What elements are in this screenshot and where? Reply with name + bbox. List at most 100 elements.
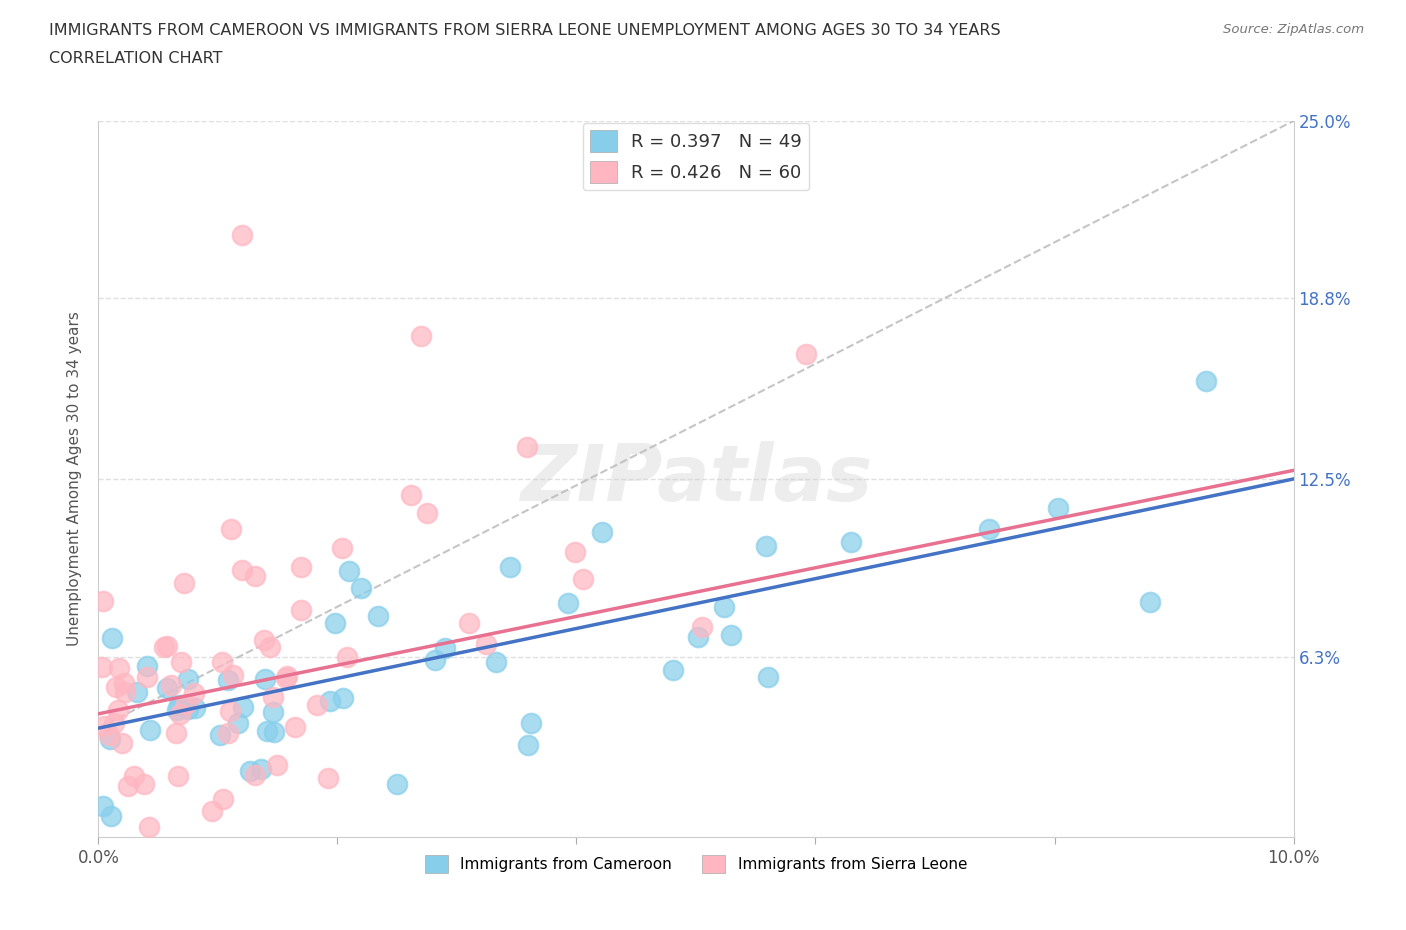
- Point: [217, 725, 239, 740]
- Point: [387, 777, 409, 791]
- Point: [219, 703, 242, 718]
- Text: ZIPatlas: ZIPatlas: [520, 441, 872, 517]
- Point: [592, 525, 614, 539]
- Point: [91, 659, 114, 674]
- Point: [254, 671, 277, 686]
- Point: [276, 671, 298, 685]
- Point: [173, 576, 195, 591]
- Point: [720, 628, 742, 643]
- Point: [177, 671, 200, 686]
- Point: [307, 698, 329, 712]
- Point: [170, 654, 193, 669]
- Point: [290, 603, 312, 618]
- Point: [153, 640, 176, 655]
- Point: [138, 819, 160, 834]
- Point: [416, 505, 439, 520]
- Point: [686, 630, 709, 644]
- Point: [276, 669, 298, 684]
- Text: IMMIGRANTS FROM CAMEROON VS IMMIGRANTS FROM SIERRA LEONE UNEMPLOYMENT AMONG AGES: IMMIGRANTS FROM CAMEROON VS IMMIGRANTS F…: [49, 23, 1001, 38]
- Point: [211, 655, 233, 670]
- Point: [290, 559, 312, 574]
- Point: [117, 778, 139, 793]
- Point: [93, 719, 115, 734]
- Text: CORRELATION CHART: CORRELATION CHART: [49, 51, 222, 66]
- Point: [262, 704, 284, 719]
- Point: [104, 680, 127, 695]
- Point: [135, 658, 157, 673]
- Point: [160, 678, 183, 693]
- Y-axis label: Unemployment Among Ages 30 to 34 years: Unemployment Among Ages 30 to 34 years: [67, 312, 83, 646]
- Point: [219, 521, 242, 536]
- Point: [841, 535, 863, 550]
- Point: [169, 706, 191, 721]
- Point: [485, 655, 508, 670]
- Point: [259, 640, 281, 655]
- Point: [114, 684, 136, 699]
- Point: [201, 804, 224, 818]
- Point: [411, 328, 433, 343]
- Point: [517, 737, 540, 752]
- Point: [457, 616, 479, 631]
- Point: [98, 732, 121, 747]
- Point: [139, 723, 162, 737]
- Point: [350, 580, 373, 595]
- Point: [434, 641, 457, 656]
- Point: [243, 568, 266, 583]
- Point: [166, 768, 188, 783]
- Point: [166, 703, 188, 718]
- Point: [323, 616, 346, 631]
- Point: [111, 736, 134, 751]
- Point: [107, 702, 129, 717]
- Point: [263, 724, 285, 739]
- Point: [557, 595, 579, 610]
- Point: [262, 690, 284, 705]
- Point: [266, 757, 288, 772]
- Point: [250, 762, 273, 777]
- Point: [367, 608, 389, 623]
- Legend: Immigrants from Cameroon, Immigrants from Sierra Leone: Immigrants from Cameroon, Immigrants fro…: [419, 849, 973, 880]
- Point: [107, 660, 129, 675]
- Point: [239, 764, 262, 778]
- Point: [243, 768, 266, 783]
- Point: [474, 636, 496, 651]
- Point: [499, 560, 522, 575]
- Point: [132, 777, 155, 791]
- Point: [337, 564, 360, 578]
- Point: [336, 649, 359, 664]
- Point: [1047, 500, 1070, 515]
- Point: [572, 572, 595, 587]
- Point: [183, 685, 205, 700]
- Point: [284, 720, 307, 735]
- Point: [136, 669, 159, 684]
- Point: [758, 669, 780, 684]
- Point: [319, 694, 342, 709]
- Point: [222, 667, 245, 682]
- Point: [91, 593, 114, 608]
- Point: [977, 521, 1000, 536]
- Point: [103, 716, 125, 731]
- Point: [101, 631, 124, 645]
- Point: [169, 698, 191, 712]
- Point: [690, 619, 713, 634]
- Point: [112, 676, 135, 691]
- Point: [217, 672, 239, 687]
- Point: [122, 768, 145, 783]
- Point: [226, 715, 249, 730]
- Point: [796, 347, 818, 362]
- Point: [98, 728, 121, 743]
- Point: [165, 725, 187, 740]
- Point: [231, 228, 253, 243]
- Point: [100, 808, 122, 823]
- Point: [564, 545, 586, 560]
- Point: [174, 697, 197, 711]
- Point: [256, 724, 278, 738]
- Point: [332, 541, 354, 556]
- Point: [156, 681, 179, 696]
- Point: [519, 716, 541, 731]
- Point: [1139, 594, 1161, 609]
- Point: [209, 727, 232, 742]
- Point: [316, 771, 339, 786]
- Point: [399, 488, 422, 503]
- Point: [125, 684, 148, 699]
- Text: Source: ZipAtlas.com: Source: ZipAtlas.com: [1223, 23, 1364, 36]
